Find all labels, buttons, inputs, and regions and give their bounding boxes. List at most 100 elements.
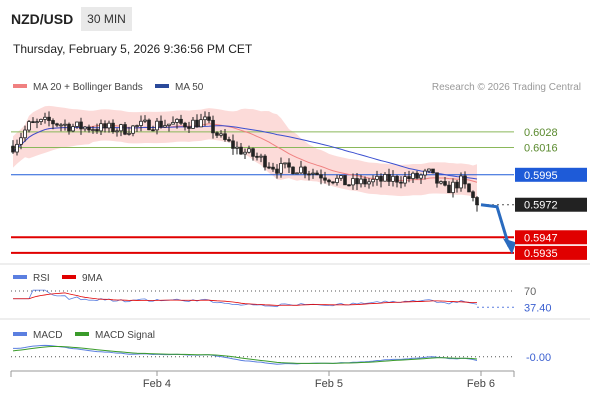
candle bbox=[395, 174, 399, 188]
candle bbox=[287, 158, 291, 173]
candles bbox=[11, 111, 479, 212]
candle bbox=[167, 123, 171, 132]
candle-body bbox=[243, 151, 247, 155]
candle-body bbox=[259, 155, 263, 158]
candle bbox=[31, 117, 35, 124]
candle-body bbox=[159, 120, 163, 128]
candle bbox=[231, 134, 235, 155]
candle bbox=[367, 178, 371, 189]
candle-body bbox=[263, 155, 267, 168]
level-tag-2 bbox=[515, 167, 587, 182]
macd-legend-swatch bbox=[13, 332, 27, 336]
candle-body bbox=[355, 178, 359, 185]
ma50-legend-swatch bbox=[155, 84, 169, 88]
candle bbox=[163, 119, 167, 128]
candle-body bbox=[191, 119, 195, 129]
candle-body bbox=[475, 197, 479, 206]
candle bbox=[423, 168, 427, 180]
candle bbox=[187, 121, 191, 133]
candle-body bbox=[335, 177, 339, 183]
candle-body bbox=[211, 119, 215, 134]
level-label-4: 0.5935 bbox=[524, 248, 558, 260]
candle-body bbox=[123, 124, 127, 135]
candle-body bbox=[139, 120, 143, 126]
candle-body bbox=[371, 178, 375, 183]
candle bbox=[215, 131, 219, 138]
candle-body bbox=[35, 121, 39, 124]
candle-body bbox=[15, 143, 19, 153]
timeframe-badge[interactable] bbox=[81, 7, 132, 31]
candle-body bbox=[215, 132, 219, 136]
candle-body bbox=[231, 140, 235, 149]
candle-body bbox=[59, 124, 63, 127]
candle-body bbox=[311, 172, 315, 175]
candle-body bbox=[339, 175, 343, 179]
candle-body bbox=[383, 174, 387, 182]
ma50-legend-label: MA 50 bbox=[175, 82, 204, 93]
x-tick-label-1: Feb 5 bbox=[315, 378, 343, 390]
candle bbox=[399, 176, 403, 189]
candle-body bbox=[319, 174, 323, 179]
candle bbox=[179, 114, 183, 125]
candle bbox=[143, 115, 147, 124]
level-label-1: 0.6016 bbox=[524, 142, 558, 154]
candle-body bbox=[255, 155, 259, 158]
candle-body bbox=[411, 172, 415, 179]
candle-body bbox=[399, 181, 403, 184]
candle-body bbox=[115, 130, 119, 133]
candle bbox=[435, 172, 439, 188]
candle-body bbox=[71, 126, 75, 132]
candle bbox=[411, 171, 415, 184]
candle bbox=[91, 126, 95, 134]
candle bbox=[299, 160, 303, 175]
candle bbox=[251, 147, 255, 161]
candle-body bbox=[407, 176, 411, 179]
candle bbox=[135, 124, 139, 132]
candle bbox=[379, 173, 383, 188]
rsi-ma-legend-swatch bbox=[62, 275, 76, 279]
candle-body bbox=[291, 166, 295, 175]
candle-body bbox=[431, 168, 435, 174]
candle bbox=[303, 165, 307, 179]
candle-body bbox=[55, 123, 59, 126]
candle bbox=[107, 120, 111, 133]
candle-body bbox=[343, 175, 347, 186]
candle-body bbox=[103, 123, 107, 129]
forecast-arrow-path bbox=[480, 203, 511, 247]
level-labels: 0.6028 0.6016 0.5995 0.5947 0.5935 0.5972 bbox=[515, 127, 587, 260]
candle-body bbox=[43, 116, 47, 120]
candle-body bbox=[119, 124, 123, 132]
candle-body bbox=[23, 129, 27, 139]
candle bbox=[127, 126, 131, 136]
candle bbox=[155, 118, 159, 135]
macd-line bbox=[12, 344, 478, 365]
candle bbox=[323, 171, 327, 184]
candle bbox=[319, 169, 323, 185]
candle-body bbox=[439, 181, 443, 184]
candle-body bbox=[187, 126, 191, 129]
candle-body bbox=[271, 166, 275, 170]
candle bbox=[347, 184, 351, 187]
candle bbox=[383, 172, 387, 182]
candle-body bbox=[367, 181, 371, 185]
candle-body bbox=[143, 119, 147, 122]
candle-body bbox=[323, 177, 327, 181]
candle bbox=[75, 121, 79, 129]
candle-body bbox=[179, 118, 183, 124]
candle-body bbox=[279, 163, 283, 174]
ma20-legend-label: MA 20 + Bollinger Bands bbox=[33, 82, 143, 93]
candle bbox=[51, 118, 55, 130]
x-tick-label-0: Feb 4 bbox=[143, 378, 171, 390]
candle bbox=[139, 115, 143, 132]
candle-body bbox=[423, 170, 427, 176]
candle-body bbox=[351, 178, 355, 186]
macd-signal-legend-swatch bbox=[75, 332, 89, 336]
candle bbox=[39, 118, 43, 125]
level-tag-4 bbox=[515, 245, 587, 260]
candle-body bbox=[235, 146, 239, 149]
candle-body bbox=[403, 176, 407, 184]
candle bbox=[147, 118, 151, 131]
candle bbox=[119, 123, 123, 137]
candle bbox=[95, 123, 99, 134]
